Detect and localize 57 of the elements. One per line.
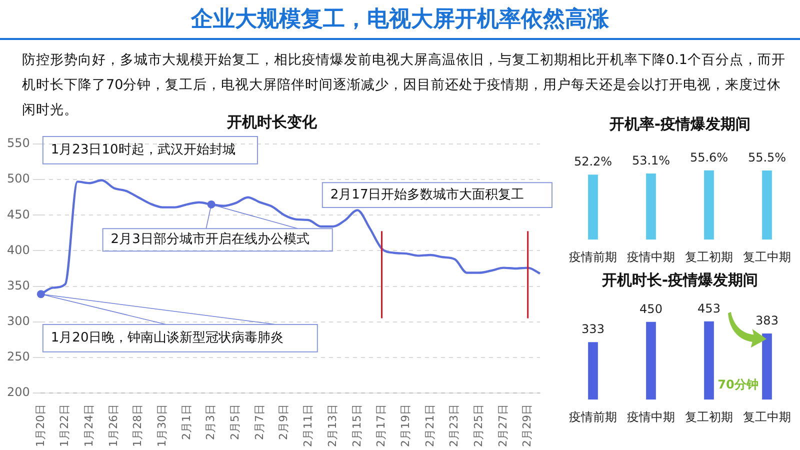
- x-tick-label: 1月26日: [106, 404, 120, 448]
- x-tick-label: 复工中期: [743, 410, 791, 424]
- y-tick-label: 300: [7, 314, 30, 328]
- x-tick-label: 2月15日: [350, 404, 364, 448]
- x-tick-label: 2月1日: [180, 404, 193, 440]
- x-tick-label: 1月22日: [58, 404, 72, 448]
- y-tick-label: 350: [7, 278, 30, 292]
- x-tick-label: 2月9日: [277, 404, 290, 440]
- data-label: 55.6%: [690, 150, 728, 165]
- x-tick-label: 复工初期: [685, 410, 733, 424]
- bar: [588, 342, 598, 400]
- annotation: 70分钟: [718, 378, 758, 392]
- y-tick-label: 500: [7, 172, 30, 186]
- x-tick-label: 疫情中期: [627, 250, 675, 264]
- data-label: 453: [698, 302, 720, 316]
- x-tick-label: 复工初期: [685, 250, 733, 264]
- data-label: 450: [640, 302, 662, 316]
- bar: [704, 321, 714, 400]
- x-tick-label: 2月17日: [374, 404, 388, 448]
- x-tick-label: 1月24日: [82, 404, 96, 448]
- x-tick-label: 疫情前期: [569, 410, 617, 424]
- x-tick-label: 1月28日: [131, 404, 144, 448]
- x-tick-label: 2月7日: [252, 404, 266, 440]
- x-tick-label: 1月20日: [34, 404, 47, 448]
- y-tick-label: 450: [7, 207, 30, 222]
- data-label: 383: [756, 314, 778, 328]
- x-tick-label: 疫情前期: [569, 250, 617, 264]
- annotation: 1月23日10时起，武汉开始封城: [50, 142, 236, 158]
- x-tick-label: 2月29日: [520, 404, 534, 448]
- x-tick-label: 2月23日: [448, 404, 461, 448]
- x-tick-label: 2月3日: [204, 404, 218, 440]
- chart-title: 开机率-疫情爆发期间: [608, 114, 751, 133]
- x-tick-label: 1月30日: [155, 404, 168, 448]
- x-tick-label: 2月27日: [496, 404, 510, 448]
- annotation: 2月17日开始多数城市大面积复工: [330, 187, 524, 202]
- data-label: 55.5%: [748, 150, 786, 165]
- y-tick-label: 550: [7, 136, 30, 150]
- annotation: 1月20日晚，钟南山谈新型冠状病毒肺炎: [50, 330, 284, 346]
- x-tick-label: 2月19日: [398, 404, 412, 448]
- data-label: 52.2%: [574, 154, 612, 169]
- annotation: 2月3日部分城市开启在线办公模式: [110, 231, 310, 248]
- x-tick-label: 2月5日: [228, 404, 242, 440]
- x-tick-label: 疫情中期: [627, 410, 675, 424]
- x-tick-label: 复工中期: [743, 250, 791, 264]
- y-tick-label: 250: [7, 350, 30, 364]
- y-tick-label: 200: [7, 385, 30, 400]
- bar: [762, 333, 772, 400]
- x-tick-label: 2月13日: [326, 404, 339, 448]
- data-label: 53.1%: [632, 154, 670, 168]
- data-label: 333: [582, 322, 604, 336]
- x-tick-label: 2月21日: [423, 404, 436, 448]
- text: 企业大规模复工，电视大屏开机率依然高涨: [0, 0, 800, 40]
- y-tick-label: 400: [7, 242, 30, 257]
- bar: [646, 322, 656, 400]
- chart-title: 开机时长-疫情爆发期间: [600, 270, 758, 289]
- x-tick-label: 2月11日: [302, 404, 315, 448]
- x-tick-label: 2月25日: [472, 404, 485, 448]
